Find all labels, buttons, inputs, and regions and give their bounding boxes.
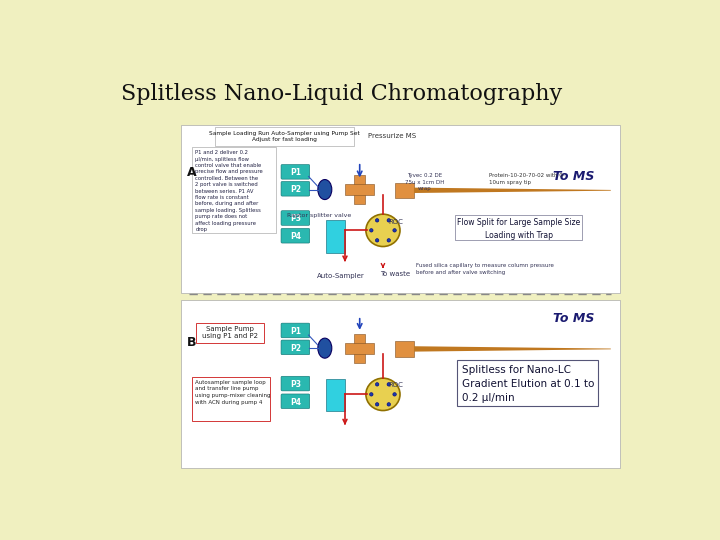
Text: Splitless for Nano-LC
Gradient Elution at 0.1 to
0.2 µl/min: Splitless for Nano-LC Gradient Elution a… [462, 365, 595, 403]
Ellipse shape [369, 228, 373, 232]
Text: P3: P3 [290, 214, 301, 224]
Polygon shape [414, 346, 611, 352]
FancyBboxPatch shape [281, 340, 310, 355]
FancyBboxPatch shape [281, 165, 310, 179]
FancyBboxPatch shape [281, 376, 310, 391]
FancyBboxPatch shape [281, 228, 310, 243]
Text: To MS: To MS [554, 170, 595, 183]
FancyBboxPatch shape [281, 181, 310, 196]
Text: To MS: To MS [554, 313, 595, 326]
FancyBboxPatch shape [281, 394, 310, 409]
Text: P1 and 2 deliver 0.2
µl/min, splitless flow
control valve that enable
precise fl: P1 and 2 deliver 0.2 µl/min, splitless f… [195, 150, 263, 232]
Text: Auto-Sampler: Auto-Sampler [317, 273, 364, 279]
FancyBboxPatch shape [354, 175, 365, 204]
FancyBboxPatch shape [395, 183, 414, 198]
FancyBboxPatch shape [181, 125, 620, 293]
Text: Protein-10-20-70-02 with 0-
10um spray tip: Protein-10-20-70-02 with 0- 10um spray t… [489, 173, 565, 185]
Text: Tyvec 0.2 DE
75u x 1cm DH
wrap: Tyvec 0.2 DE 75u x 1cm DH wrap [405, 173, 444, 191]
Text: P1: P1 [290, 327, 301, 336]
Ellipse shape [375, 239, 379, 242]
Ellipse shape [375, 219, 379, 222]
FancyBboxPatch shape [215, 127, 354, 146]
FancyBboxPatch shape [196, 323, 264, 343]
Ellipse shape [387, 383, 390, 386]
Ellipse shape [318, 338, 332, 358]
FancyBboxPatch shape [326, 220, 345, 253]
Text: P3: P3 [290, 380, 301, 389]
FancyBboxPatch shape [345, 343, 374, 354]
FancyBboxPatch shape [455, 215, 582, 240]
Text: To waste: To waste [380, 271, 410, 277]
Text: ROC: ROC [388, 219, 402, 225]
Ellipse shape [375, 383, 379, 386]
Ellipse shape [375, 403, 379, 406]
Ellipse shape [387, 403, 390, 406]
FancyBboxPatch shape [281, 323, 310, 338]
FancyBboxPatch shape [181, 300, 620, 468]
Text: B: B [187, 335, 197, 348]
Text: A: A [187, 166, 197, 179]
Ellipse shape [366, 214, 400, 247]
Text: Fused silica capillary to measure column pressure
before and after valve switchi: Fused silica capillary to measure column… [415, 264, 554, 275]
Ellipse shape [387, 219, 390, 222]
Text: Sample Loading Run Auto-Sampler using Pump Set
Adjust for fast loading: Sample Loading Run Auto-Sampler using Pu… [209, 131, 360, 142]
FancyBboxPatch shape [395, 341, 414, 356]
FancyBboxPatch shape [281, 211, 310, 225]
Text: Pressurize MS: Pressurize MS [368, 133, 416, 139]
FancyBboxPatch shape [192, 377, 270, 421]
Text: P4: P4 [290, 397, 301, 407]
FancyBboxPatch shape [192, 147, 276, 233]
Ellipse shape [387, 239, 390, 242]
FancyBboxPatch shape [457, 361, 598, 406]
Text: Raptor splitter valve: Raptor splitter valve [287, 213, 351, 218]
Text: P2: P2 [290, 343, 301, 353]
Text: Autosampler sample loop
and transfer line pump
using pump-mixer cleaning
with AC: Autosampler sample loop and transfer lin… [195, 380, 271, 404]
Text: Sample Pump
using P1 and P2: Sample Pump using P1 and P2 [202, 326, 258, 339]
Text: P4: P4 [290, 232, 301, 241]
Text: P2: P2 [290, 185, 301, 194]
FancyBboxPatch shape [354, 334, 365, 363]
Ellipse shape [366, 378, 400, 410]
Polygon shape [414, 187, 611, 193]
FancyBboxPatch shape [345, 184, 374, 195]
Text: Flow Split for Large Sample Size
Loading with Trap: Flow Split for Large Sample Size Loading… [457, 218, 580, 240]
Text: ROC: ROC [388, 382, 402, 388]
Ellipse shape [369, 393, 373, 396]
Ellipse shape [318, 179, 332, 200]
Ellipse shape [393, 393, 396, 396]
FancyBboxPatch shape [326, 379, 345, 411]
Ellipse shape [393, 228, 396, 232]
Text: Splitless Nano-Liquid Chromatography: Splitless Nano-Liquid Chromatography [121, 83, 562, 105]
Text: P1: P1 [290, 168, 301, 177]
